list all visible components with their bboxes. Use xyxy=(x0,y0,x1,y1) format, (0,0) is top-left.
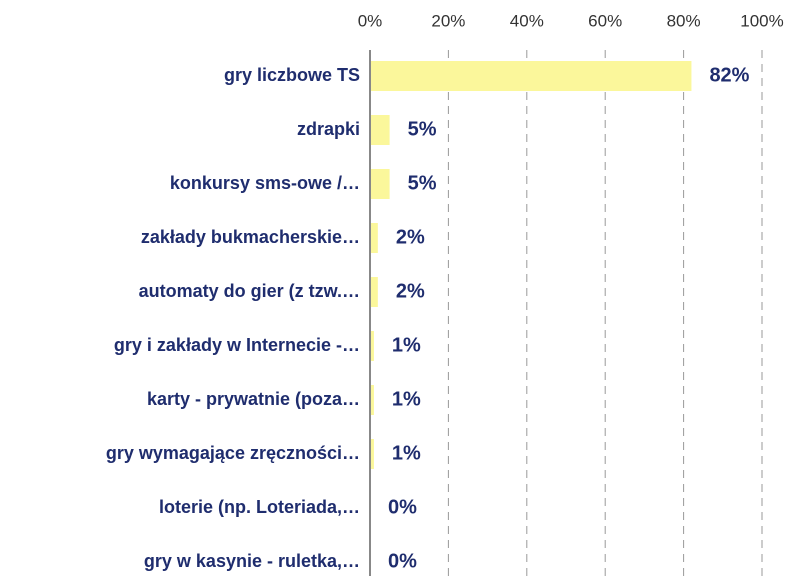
category-label: zdrapki xyxy=(297,119,360,139)
category-label: karty - prywatnie (poza… xyxy=(147,389,360,409)
bar xyxy=(370,439,374,469)
value-label: 0% xyxy=(388,496,417,518)
value-label: 5% xyxy=(408,118,437,140)
category-label: gry i zakłady w Internecie -… xyxy=(114,335,360,355)
category-label: automaty do gier (z tzw.… xyxy=(139,281,360,301)
category-label: zakłady bukmacherskie… xyxy=(141,227,360,247)
x-tick-label: 40% xyxy=(510,11,544,30)
category-label: gry liczbowe TS xyxy=(224,65,360,85)
value-label: 5% xyxy=(408,172,437,194)
value-label: 1% xyxy=(392,334,421,356)
x-tick-label: 20% xyxy=(431,11,465,30)
value-label: 82% xyxy=(709,64,749,86)
bar xyxy=(370,223,378,253)
bar xyxy=(370,331,374,361)
value-label: 2% xyxy=(396,280,425,302)
value-label: 1% xyxy=(392,442,421,464)
bar xyxy=(370,169,390,199)
bar xyxy=(370,61,692,91)
value-label: 1% xyxy=(392,388,421,410)
x-tick-label: 80% xyxy=(667,11,701,30)
x-tick-label: 0% xyxy=(358,11,383,30)
bar xyxy=(370,277,378,307)
value-label: 0% xyxy=(388,550,417,572)
category-label: gry w kasynie - ruletka,… xyxy=(144,551,360,571)
value-label: 2% xyxy=(396,226,425,248)
x-tick-label: 60% xyxy=(588,11,622,30)
category-label: loterie (np. Loteriada,… xyxy=(159,497,360,517)
category-label: konkursy sms-owe /… xyxy=(170,173,360,193)
bar xyxy=(370,385,374,415)
category-label: gry wymagające zręczności… xyxy=(106,443,360,463)
x-tick-label: 100% xyxy=(740,11,783,30)
bar xyxy=(370,115,390,145)
